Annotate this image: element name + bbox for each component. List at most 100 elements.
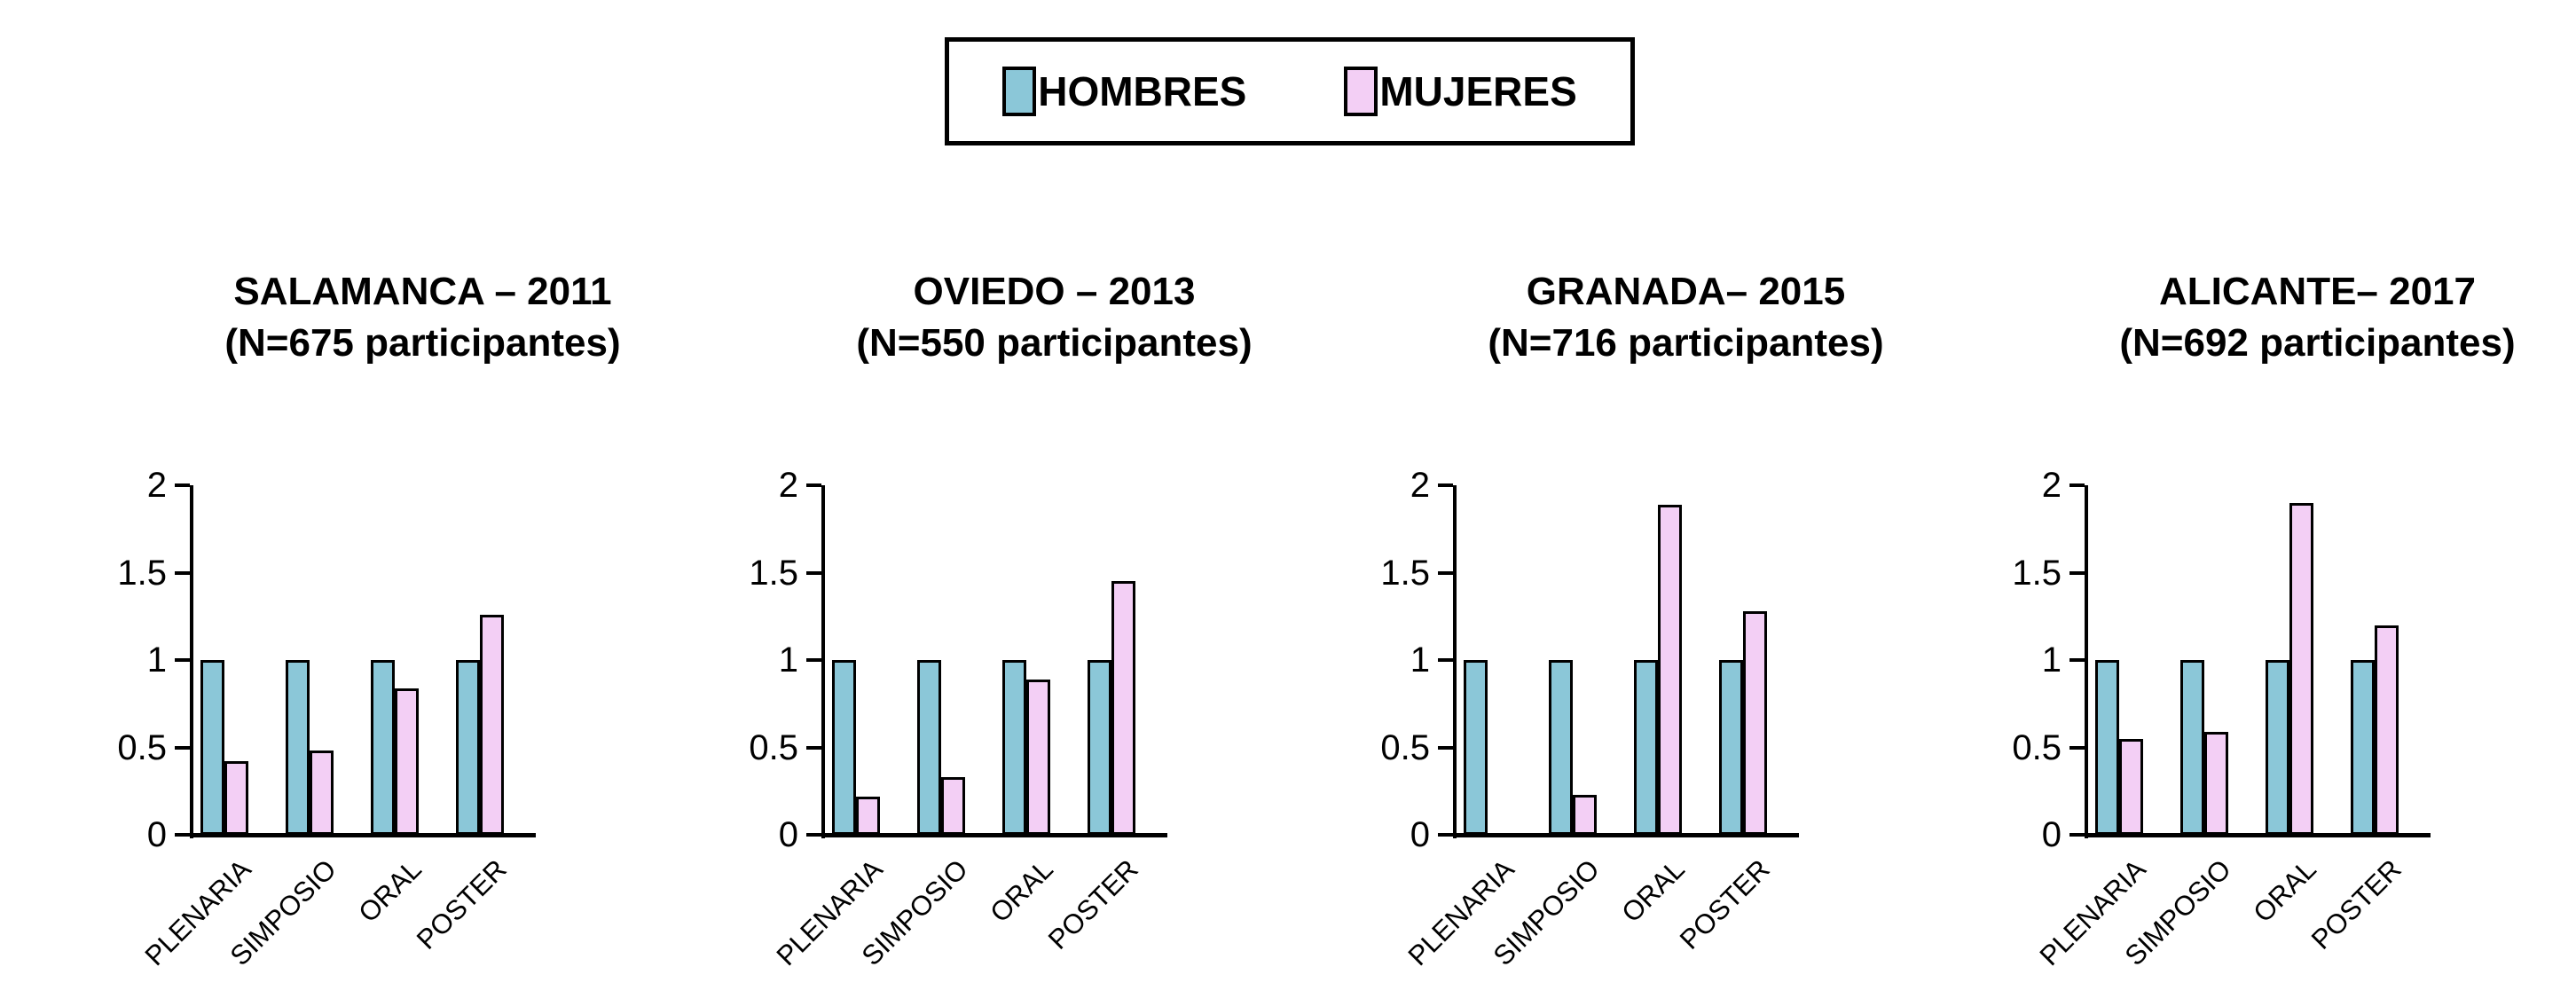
y-tick-label: 1 (1410, 641, 1430, 680)
chart-title-granada: GRANADA– 2015 (1526, 270, 1846, 313)
bar-hombres-poster (456, 660, 480, 835)
y-tick-label: 1 (778, 641, 798, 680)
chart-title-alicante: ALICANTE– 2017 (2158, 270, 2476, 313)
bar-mujeres-simposio (310, 751, 334, 835)
y-axis-tick (806, 570, 821, 575)
y-axis-tick (1438, 570, 1453, 575)
bar-mujeres-oral (1026, 680, 1050, 835)
bar-hombres-plenaria (1464, 660, 1488, 835)
bar-hombres-plenaria (832, 660, 856, 835)
y-tick-label: 0.5 (2012, 727, 2062, 767)
bar-mujeres-poster (480, 615, 504, 835)
y-tick-label: 0 (778, 815, 798, 854)
chart-cell-salamanca: SALAMANCA – 2011 (N=675 participantes) (119, 266, 726, 369)
y-axis-tick (2069, 833, 2085, 837)
x-axis-line (190, 833, 536, 837)
legend-item-hombres: HOMBRES (1002, 67, 1246, 116)
bar-hombres-poster (1719, 660, 1743, 835)
y-axis-tick (806, 658, 821, 662)
chart-cell-oviedo: OVIEDO – 2013 (N=550 participantes) (750, 266, 1358, 369)
y-axis-line (190, 485, 193, 838)
y-tick-label: 2 (2041, 466, 2062, 505)
y-tick-label: 0.5 (117, 727, 167, 767)
bar-hombres-poster (2351, 660, 2375, 835)
chart-title-oviedo: OVIEDO – 2013 (913, 270, 1196, 313)
y-axis-tick (175, 570, 190, 575)
y-tick-label: 1.5 (117, 553, 167, 593)
y-axis-tick (1438, 658, 1453, 662)
bar-hombres-simposio (917, 660, 941, 835)
bar-mujeres-simposio (1573, 795, 1597, 835)
y-tick-label: 0 (2041, 815, 2062, 854)
y-tick-label: 2 (1410, 466, 1430, 505)
y-axis-tick (2069, 483, 2085, 487)
bar-hombres-simposio (286, 660, 310, 835)
y-axis-tick (1438, 833, 1453, 837)
legend-label-mujeres: MUJERES (1379, 68, 1577, 114)
y-axis-tick (175, 745, 190, 750)
plot-area-salamanca: 0 0.5 1 1.5 2 PLENARIA SIMPOSIO ORAL POSTER (57, 461, 660, 1006)
chart-cell-alicante: ALICANTE– 2017 (N=692 participantes) (2014, 266, 2576, 369)
y-tick-label: 0 (146, 815, 167, 854)
y-tick-label: 2 (146, 466, 167, 505)
y-tick-label: 0.5 (1380, 727, 1430, 767)
hombres-color-swatch (1002, 67, 1037, 116)
chart-subtitle-salamanca: (N=675 participantes) (224, 321, 621, 365)
bar-hombres-poster (1088, 660, 1111, 835)
mujeres-color-swatch (1344, 67, 1378, 116)
bar-mujeres-simposio (2204, 732, 2228, 835)
y-tick-label: 2 (778, 466, 798, 505)
x-axis-line (2085, 833, 2431, 837)
plot-area-oviedo: 0 0.5 1 1.5 2 PLENARIA SIMPOSIO ORAL POSTER (688, 461, 1292, 1006)
bar-hombres-simposio (1549, 660, 1573, 835)
bar-mujeres-simposio (941, 777, 965, 835)
bar-mujeres-plenaria (2119, 739, 2143, 835)
y-axis-tick (1438, 745, 1453, 750)
bar-mujeres-plenaria (224, 761, 248, 835)
y-tick-label: 1 (2041, 641, 2062, 680)
bar-mujeres-plenaria (856, 797, 880, 835)
legend-label-hombres: HOMBRES (1038, 68, 1247, 114)
y-axis-tick (2069, 570, 2085, 575)
bar-hombres-simposio (2180, 660, 2204, 835)
plot-area-granada: 0 0.5 1 1.5 2 PLENARIA SIMPOSIO ORAL POSTER (1320, 461, 1923, 1006)
y-tick-label: 1 (146, 641, 167, 680)
bar-hombres-oral (1002, 660, 1026, 835)
y-axis-tick (2069, 745, 2085, 750)
bar-mujeres-oral (1658, 505, 1682, 835)
y-tick-label: 1.5 (1380, 553, 1430, 593)
y-axis-tick (806, 483, 821, 487)
bar-hombres-oral (1634, 660, 1658, 835)
y-axis-tick (1438, 483, 1453, 487)
y-axis-line (821, 485, 825, 838)
plot-area-alicante: 0 0.5 1 1.5 2 PLENARIA SIMPOSIO ORAL POSTER (1952, 461, 2555, 1006)
y-axis-tick (2069, 658, 2085, 662)
chart-subtitle-alicante: (N=692 participantes) (2119, 321, 2516, 365)
bar-hombres-plenaria (2095, 660, 2119, 835)
y-axis-tick (175, 833, 190, 837)
bar-mujeres-poster (1111, 581, 1135, 835)
bar-mujeres-poster (2375, 625, 2399, 835)
y-tick-label: 0 (1410, 815, 1430, 854)
y-axis-tick (175, 483, 190, 487)
y-axis-tick (806, 745, 821, 750)
chart-subtitle-oviedo: (N=550 participantes) (856, 321, 1253, 365)
x-axis-line (1453, 833, 1799, 837)
y-axis-tick (175, 658, 190, 662)
bar-hombres-plenaria (200, 660, 224, 835)
bar-mujeres-oral (395, 688, 419, 835)
legend-item-mujeres: MUJERES (1344, 67, 1577, 116)
bar-hombres-oral (371, 660, 395, 835)
bar-hombres-oral (2266, 660, 2289, 835)
bar-mujeres-oral (2289, 503, 2313, 835)
chart-cell-granada: GRANADA– 2015 (N=716 participantes) (1382, 266, 1990, 369)
chart-title-salamanca: SALAMANCA – 2011 (233, 270, 612, 313)
bar-mujeres-poster (1743, 611, 1767, 835)
y-tick-label: 1.5 (2012, 553, 2062, 593)
y-axis-line (1453, 485, 1457, 838)
chart-subtitle-granada: (N=716 participantes) (1488, 321, 1884, 365)
x-axis-line (821, 833, 1167, 837)
y-tick-label: 0.5 (749, 727, 798, 767)
y-axis-line (2085, 485, 2088, 838)
